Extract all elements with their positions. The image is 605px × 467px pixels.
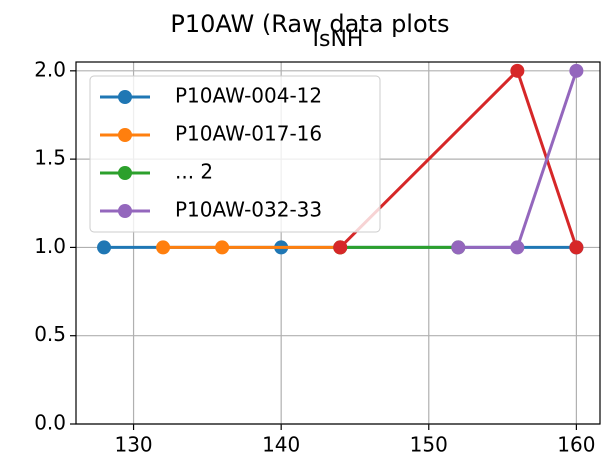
point: [569, 240, 584, 255]
legend-marker: [118, 128, 132, 142]
point: [97, 240, 112, 255]
x-tick-label: 140: [262, 433, 300, 457]
point: [215, 240, 230, 255]
x-tick-label: 130: [114, 433, 152, 457]
x-tick-label: 160: [557, 433, 595, 457]
point: [569, 63, 584, 78]
point: [333, 240, 348, 255]
legend-label: P10AW-017-16: [175, 122, 322, 146]
legend-label: ... 2: [175, 160, 213, 184]
y-tick-label: 2.0: [34, 57, 66, 81]
legend-marker: [118, 166, 132, 180]
point: [451, 240, 466, 255]
point: [510, 240, 525, 255]
y-tick-label: 0.0: [34, 411, 66, 435]
point: [510, 63, 525, 78]
point: [156, 240, 171, 255]
legend-marker: [118, 204, 132, 218]
plot-frame: [75, 61, 601, 425]
legend-label: P10AW-004-12: [175, 84, 322, 108]
legend-marker: [118, 90, 132, 104]
legend-label: P10AW-032-33: [175, 198, 322, 222]
chart-title: P10AW (Raw data plots: [170, 10, 449, 38]
legend-box: [89, 75, 381, 233]
y-tick-label: 1.0: [34, 234, 66, 258]
y-tick-label: 1.5: [34, 146, 66, 170]
axes-title: IsNH: [313, 27, 364, 52]
x-tick-label: 150: [410, 433, 448, 457]
y-tick-label: 0.5: [34, 322, 66, 346]
